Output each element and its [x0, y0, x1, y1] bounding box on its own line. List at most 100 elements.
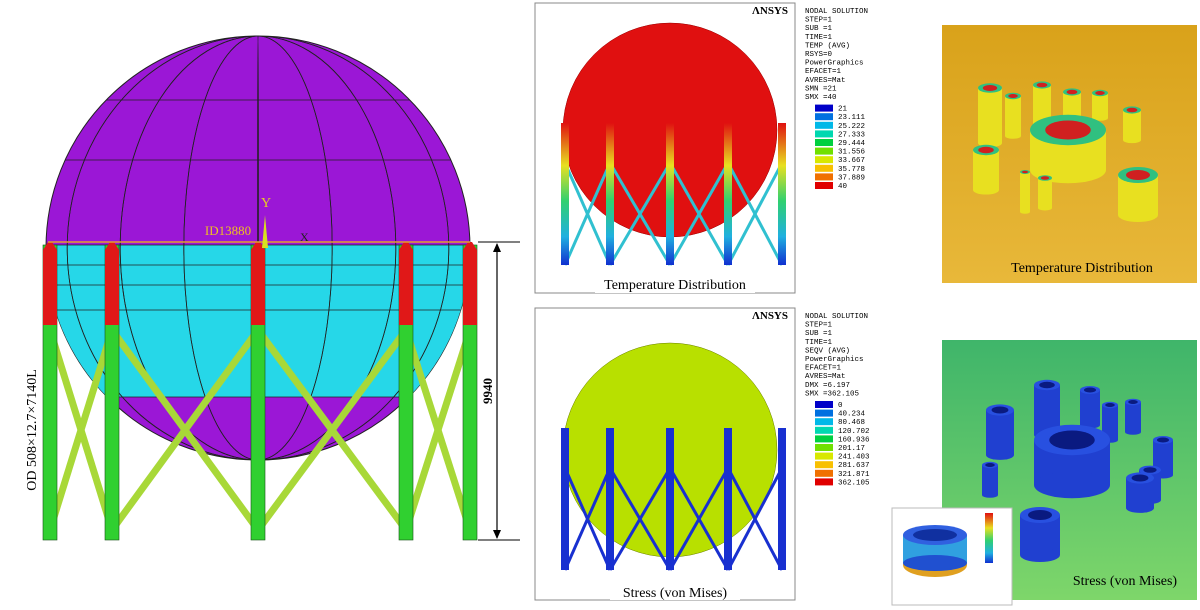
legend-swatch	[815, 426, 833, 434]
legend-swatch	[815, 444, 833, 451]
nozzle-hole	[1143, 467, 1157, 473]
legend-label: 33.667	[838, 157, 865, 165]
nozzle	[982, 465, 998, 495]
nozzle-stress: Stress (von Mises)	[891, 340, 1197, 606]
axis-label: Y	[261, 196, 271, 211]
legend-label: 27.333	[838, 131, 866, 139]
nozzle-hole	[1126, 107, 1138, 113]
nozzle	[1102, 405, 1118, 440]
legend-swatch	[815, 469, 833, 477]
nozzle	[1092, 93, 1108, 118]
legend-swatch	[815, 452, 833, 460]
legend-swatch	[815, 418, 833, 426]
caption: Temperature Distribution	[1011, 261, 1153, 276]
meridian	[66, 36, 450, 460]
nozzle	[1020, 548, 1060, 562]
nozzle-hole	[1095, 91, 1105, 95]
column-top	[399, 242, 413, 325]
nozzle-hole	[1126, 170, 1150, 180]
logo: ΛNSYS	[752, 5, 788, 17]
brace	[109, 327, 261, 533]
legend-label: 0	[838, 402, 843, 410]
caption: Stress (von Mises)	[1073, 574, 1178, 589]
column-top	[251, 242, 265, 325]
axis-label: X	[300, 230, 309, 244]
solution-info: EFACET=1	[805, 68, 842, 76]
nozzle	[986, 450, 1014, 460]
nozzle-hole	[1040, 176, 1050, 180]
legend-label: 362.105	[838, 479, 870, 487]
solution-info: SEQV (AVG)	[805, 347, 850, 355]
nozzle-hole	[1045, 120, 1091, 140]
nozzle-hole	[1131, 474, 1149, 482]
solution-info: RSYS=0	[805, 51, 833, 59]
brace	[726, 162, 784, 266]
column	[561, 123, 569, 265]
column	[666, 428, 674, 570]
column	[606, 123, 614, 265]
nozzle-hole	[982, 85, 998, 91]
solution-info: SMX =362.105	[805, 390, 860, 398]
legend-swatch	[815, 130, 833, 138]
solution-info: TIME=1	[805, 34, 833, 42]
column-top	[463, 242, 477, 325]
legend-swatch	[815, 182, 833, 189]
nozzle	[1005, 96, 1021, 136]
column	[778, 428, 786, 570]
column-top	[43, 242, 57, 325]
nozzle	[973, 185, 999, 195]
tank-model: Y X ID13880 9940 OD 508×12.7×7140L	[25, 35, 520, 541]
legend-label: 40.234	[838, 411, 866, 419]
solution-info: NODAL SOLUTION	[805, 313, 868, 321]
nozzle-hole	[978, 146, 994, 154]
nozzle-hole	[985, 463, 995, 467]
nozzle-hole	[1049, 430, 1095, 450]
nozzle	[1118, 208, 1158, 222]
nozzle	[1020, 210, 1030, 214]
legend-swatch	[815, 104, 833, 112]
legend-label: 35.778	[838, 166, 865, 174]
legend-swatch	[815, 139, 833, 146]
solution-info: EFACET=1	[805, 365, 842, 373]
caption: Temperature Distribution	[604, 278, 746, 293]
solution-info: PowerGraphics	[805, 60, 864, 68]
nozzle-hole	[1105, 403, 1115, 407]
legend-label: 241.403	[838, 454, 870, 462]
legend-label: 120.702	[838, 428, 870, 436]
solution-info: AVRES=Mat	[805, 77, 846, 85]
legend-label: 25.222	[838, 123, 865, 131]
solution-info: AVRES=Mat	[805, 373, 846, 381]
solution-info: DMX =6.197	[805, 382, 850, 390]
nozzle	[1063, 92, 1081, 122]
brace	[608, 162, 672, 266]
nozzle-hole	[1036, 82, 1048, 88]
solution-info: SUB =1	[805, 25, 833, 33]
solution-info: SUB =1	[805, 330, 833, 338]
nozzle	[1123, 110, 1141, 140]
nozzle	[973, 150, 999, 190]
legend-label: 281.637	[838, 462, 870, 470]
legend-swatch	[815, 121, 833, 129]
nozzle-hole	[1157, 437, 1169, 443]
nozzle	[1092, 115, 1108, 121]
solution-info: SMX =40	[805, 94, 837, 102]
legend-label: 321.871	[838, 471, 870, 479]
column	[666, 123, 674, 265]
nozzle	[1034, 471, 1110, 499]
nozzle-hole	[1008, 94, 1018, 98]
legend-swatch	[815, 461, 833, 469]
legend-swatch	[815, 173, 833, 181]
dimension-label: 9940	[480, 378, 495, 404]
nozzle	[1125, 402, 1141, 432]
brace	[726, 467, 784, 571]
brace	[255, 327, 409, 533]
dimension-label: ID13880	[205, 223, 251, 238]
brace	[563, 467, 612, 571]
nozzle-hole	[1028, 510, 1052, 520]
legend-label: 23.111	[838, 114, 866, 122]
column	[606, 428, 614, 570]
solution-info: SMN =21	[805, 85, 837, 93]
brace	[563, 162, 612, 266]
